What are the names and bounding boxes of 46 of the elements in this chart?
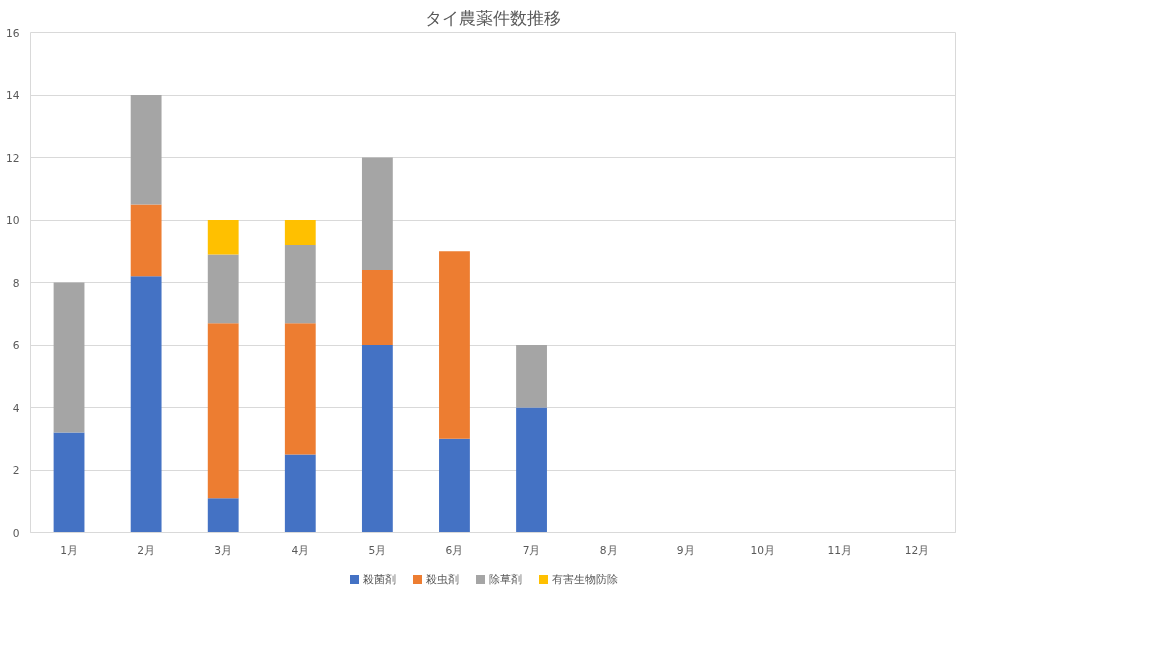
x-tick-label: 2月 — [137, 543, 156, 557]
bar — [207, 254, 239, 324]
bar — [207, 220, 239, 255]
bar — [284, 245, 316, 324]
bar — [53, 282, 85, 433]
x-tick-label: 7月 — [522, 543, 541, 557]
x-tick-label: 5月 — [368, 543, 387, 557]
bar — [516, 407, 547, 533]
bar — [516, 345, 547, 408]
y-tick-label: 2 — [12, 464, 20, 477]
y-tick-label: 8 — [12, 276, 20, 290]
y-tick-label: 14 — [5, 89, 20, 102]
y-tick-label: 6 — [12, 339, 20, 352]
legend-label: 有害生物防除 — [551, 573, 618, 586]
x-tick-label: 6月 — [445, 543, 464, 557]
bar — [439, 251, 470, 439]
bar — [361, 157, 393, 270]
y-tick-label: 12 — [5, 151, 20, 165]
y-tick-label: 16 — [5, 26, 20, 40]
bar — [207, 323, 239, 499]
x-tick-label: 4月 — [291, 543, 310, 557]
bar — [53, 432, 85, 533]
x-tick-label: 12月 — [904, 543, 930, 557]
bar — [207, 498, 239, 533]
y-tick-label: 4 — [12, 401, 20, 415]
bar — [439, 438, 470, 533]
bar — [284, 220, 316, 245]
bar — [130, 276, 162, 533]
x-tick-label: 9月 — [676, 543, 695, 557]
bar — [130, 204, 162, 277]
x-tick-label: 1月 — [60, 543, 78, 557]
bar — [361, 270, 393, 345]
x-tick-label: 3月 — [214, 543, 233, 557]
x-tick-label: 11月 — [827, 543, 853, 557]
bar — [130, 95, 162, 205]
bar — [284, 454, 316, 533]
bar — [284, 323, 316, 455]
chart-title: タイ農薬件数推移 — [425, 7, 561, 28]
legend-label: 殺菌剤 — [362, 573, 396, 586]
x-tick-label: 8月 — [599, 543, 618, 557]
y-tick-label: 10 — [5, 214, 20, 227]
legend-label: 殺虫剤 — [425, 573, 459, 586]
legend-label: 除草剤 — [488, 573, 522, 586]
y-tick-label: 0 — [12, 526, 20, 540]
bar — [361, 345, 393, 533]
x-tick-label: 10月 — [750, 543, 776, 557]
